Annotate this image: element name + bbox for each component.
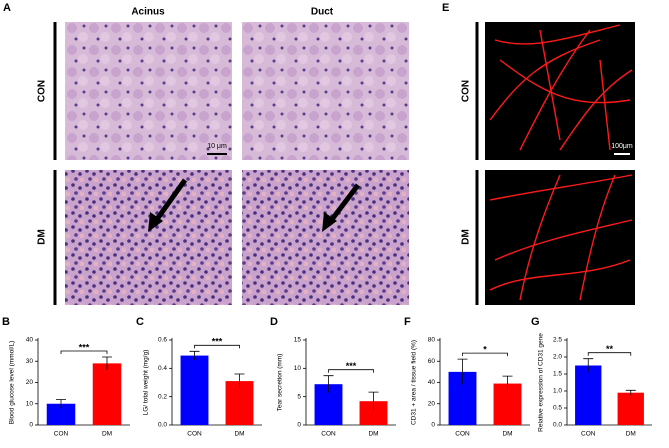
arrow — [328, 183, 360, 224]
histology-image — [242, 22, 409, 160]
panel-label: F — [404, 316, 411, 328]
y-tick-label: 30 — [26, 358, 34, 365]
y-tick-label: 20 — [428, 400, 436, 407]
vessels — [489, 24, 633, 301]
significance-bracket — [194, 344, 240, 349]
bar — [225, 381, 254, 425]
x-tick-label: DM — [102, 431, 112, 438]
panel-label: G — [531, 316, 540, 328]
error-bar — [457, 358, 468, 385]
panel-label: C — [136, 316, 144, 328]
arrow — [152, 178, 188, 224]
y-tick-label: 0.6 — [158, 337, 167, 344]
y-axis-label: LG/ total weight (mg/g) — [143, 350, 150, 416]
row-label: DM — [37, 229, 48, 245]
y-tick-label: 10 — [294, 365, 302, 372]
x-tick-label: CON — [581, 431, 596, 438]
arrow-head — [148, 212, 163, 232]
significance-bracket — [587, 352, 632, 356]
y-axis-label: Tear secretion (mm) — [277, 354, 284, 412]
error-bar — [583, 358, 594, 373]
y-tick-label: 0.0 — [553, 422, 562, 429]
scale-label: 10 μm — [207, 143, 227, 150]
y-tick-label: 0 — [297, 422, 301, 429]
significance-label: *** — [79, 342, 90, 352]
significance-label: *** — [212, 337, 223, 347]
y-tick-label: 0 — [29, 422, 33, 429]
y-tick-label: 40 — [428, 379, 436, 386]
histology-image — [65, 170, 232, 305]
bar — [359, 401, 388, 425]
x-tick-label: CON — [54, 431, 69, 438]
x-tick-label: DM — [234, 431, 244, 438]
bar — [46, 403, 76, 425]
x-tick-label: DM — [502, 431, 512, 438]
y-tick-label: 0 — [431, 422, 435, 429]
significance-bracket — [328, 369, 374, 373]
y-tick-label: 80 — [428, 337, 436, 344]
arrow-head — [322, 212, 337, 232]
scale-label: 100μm — [611, 143, 633, 150]
error-bar — [323, 375, 334, 393]
error-bar — [625, 389, 636, 396]
column-label: Duct — [311, 7, 334, 18]
y-axis-label: Blood glucose level (mmol/L) — [9, 341, 16, 424]
bar — [92, 363, 122, 425]
x-tick-label: DM — [626, 431, 636, 438]
error-bar — [502, 375, 513, 391]
y-tick-label: 2.5 — [553, 337, 562, 344]
bar — [180, 355, 209, 425]
significance-label: ** — [606, 344, 614, 354]
y-axis-label: Relative expression of CD31 gene — [538, 333, 545, 432]
y-tick-label: 2.0 — [553, 354, 562, 361]
panel-label: B — [2, 316, 10, 328]
panel-label: E — [442, 2, 449, 14]
y-axis-label: CD31 + area / tissue field (%) — [411, 340, 418, 425]
bar — [617, 392, 644, 425]
histology-image — [65, 22, 232, 160]
row-label: DM — [461, 229, 472, 245]
error-bar — [56, 399, 66, 408]
x-tick-label: CON — [455, 431, 470, 438]
significance-bracket — [60, 350, 108, 354]
histology-image — [242, 170, 409, 305]
y-tick-label: 15 — [294, 337, 302, 344]
panel-label: D — [270, 316, 278, 328]
error-bar — [189, 350, 200, 360]
y-tick-label: 0.4 — [158, 365, 167, 372]
y-tick-label: 0.0 — [158, 422, 167, 429]
y-tick-label: 5 — [297, 393, 301, 400]
x-tick-label: CON — [187, 431, 202, 438]
y-tick-label: 40 — [26, 337, 34, 344]
panel-label: A — [3, 2, 11, 14]
error-bar — [368, 391, 379, 411]
significance-label: *** — [346, 361, 357, 371]
x-tick-label: DM — [368, 431, 378, 438]
bar — [575, 365, 602, 425]
column-label: Acinus — [131, 7, 165, 18]
y-tick-label: 1.5 — [553, 371, 562, 378]
y-tick-label: 1.0 — [553, 388, 562, 395]
significance-label: * — [483, 345, 487, 355]
y-tick-label: 20 — [26, 379, 34, 386]
error-bar — [234, 373, 245, 389]
y-tick-label: 0.5 — [553, 405, 562, 412]
y-tick-label: 60 — [428, 358, 436, 365]
y-tick-label: 10 — [26, 400, 34, 407]
x-tick-label: CON — [321, 431, 336, 438]
y-tick-label: 0.2 — [158, 393, 167, 400]
error-bar — [102, 356, 112, 370]
significance-bracket — [462, 352, 508, 357]
row-label: CON — [37, 80, 48, 102]
row-label: CON — [461, 80, 472, 102]
